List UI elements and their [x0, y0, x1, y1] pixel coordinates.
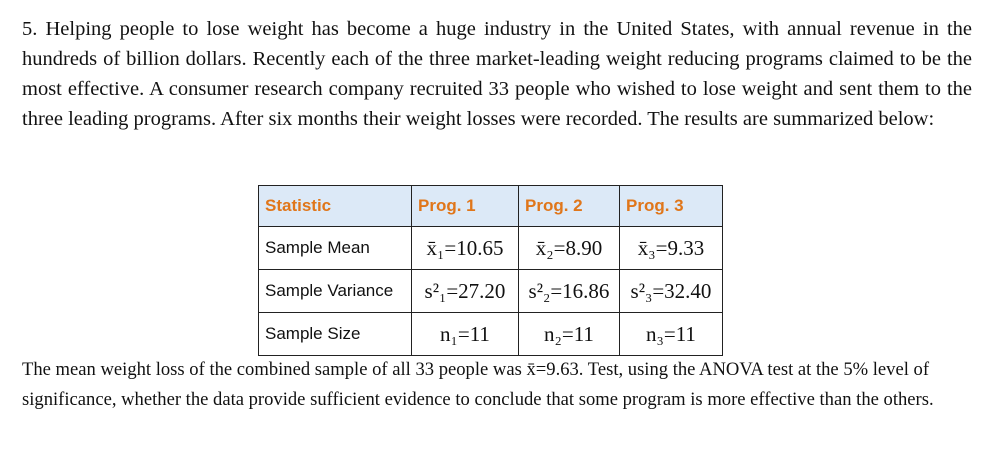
table-cell: n₃=11 — [619, 312, 723, 356]
header-statistic: Statistic — [258, 185, 412, 227]
header-prog-3: Prog. 3 — [619, 185, 723, 227]
table-cell: s²₂=16.86 — [518, 269, 620, 313]
problem-intro: 5. Helping people to lose weight has bec… — [22, 18, 972, 130]
header-prog-2: Prog. 2 — [518, 185, 620, 227]
table-row: Sample Mean x̄₁=10.65 x̄₂=8.90 x̄₃=9.33 — [258, 226, 723, 270]
header-prog-1: Prog. 1 — [411, 185, 519, 227]
problem-conclusion: The mean weight loss of the combined sam… — [22, 359, 934, 410]
row-label: Sample Variance — [258, 269, 412, 313]
table-cell: n₁=11 — [411, 312, 519, 356]
table-cell: x̄₂=8.90 — [518, 226, 620, 270]
row-label: Sample Mean — [258, 226, 412, 270]
table-cell: x̄₃=9.33 — [619, 226, 723, 270]
summary-table: Statistic Prog. 1 Prog. 2 Prog. 3 Sample… — [258, 185, 723, 356]
table-cell: s²₁=27.20 — [411, 269, 519, 313]
table-cell: n₂=11 — [518, 312, 620, 356]
table-row: Sample Variance s²₁=27.20 s²₂=16.86 s²₃=… — [258, 269, 723, 313]
row-label: Sample Size — [258, 312, 412, 356]
table-cell: s²₃=32.40 — [619, 269, 723, 313]
table-row: Sample Size n₁=11 n₂=11 n₃=11 — [258, 312, 723, 356]
table-cell: x̄₁=10.65 — [411, 226, 519, 270]
table-header-row: Statistic Prog. 1 Prog. 2 Prog. 3 — [258, 185, 723, 227]
